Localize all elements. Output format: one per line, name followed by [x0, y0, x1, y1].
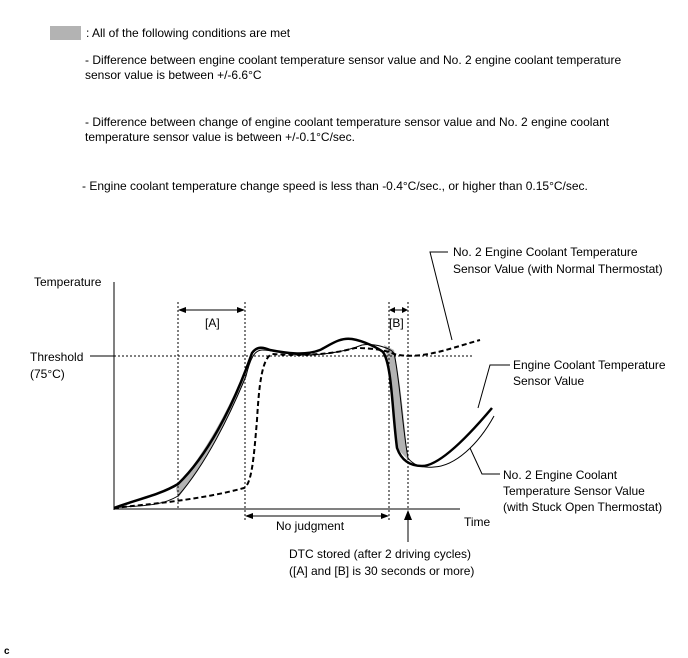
interval-a-arrow-right	[237, 307, 245, 313]
interval-b-arrow-left	[389, 307, 395, 313]
callout-ect-line-2: Sensor Value	[513, 374, 584, 388]
condition-1-line-1: - Difference between engine coolant temp…	[85, 53, 622, 67]
interval-b-label: [B]	[389, 316, 404, 330]
leader-ect	[477, 364, 510, 409]
callout-no2-stuck-line-3: (with Stuck Open Thermostat)	[503, 500, 662, 514]
interval-a-arrow-left	[178, 307, 186, 313]
interval-b-arrow-right	[402, 307, 408, 313]
callout-ect-line-1: Engine Coolant Temperature	[513, 358, 666, 372]
no-judgment-arrow-left	[245, 513, 253, 519]
condition-2-line-2: temperature sensor value is between +/-0…	[85, 130, 355, 144]
condition-1-line-2: sensor value is between +/-6.6°C	[85, 68, 262, 82]
callout-no2-stuck-line-1: No. 2 Engine Coolant	[503, 468, 618, 482]
dtc-stored-line-1: DTC stored (after 2 driving cycles)	[289, 547, 471, 561]
x-axis-label: Time	[464, 515, 491, 529]
leader-no2-normal	[429, 251, 453, 341]
callout-no2-normal-line-1: No. 2 Engine Coolant Temperature	[453, 245, 638, 259]
no-judgment-label: No judgment	[276, 519, 345, 533]
y-axis-label: Temperature	[34, 275, 102, 289]
legend-label: : All of the following conditions are me…	[86, 26, 291, 40]
threshold-label: Threshold	[30, 350, 83, 364]
dtc-stored-line-2: ([A] and [B] is 30 seconds or more)	[289, 564, 474, 578]
no-judgment-arrow-right	[381, 513, 389, 519]
callout-no2-stuck-line-2: Temperature Sensor Value	[503, 484, 645, 498]
leader-no2-stuck	[469, 447, 500, 475]
dtc-arrow-head	[404, 510, 412, 520]
condition-2-line-1: - Difference between change of engine co…	[85, 115, 610, 129]
shade-region-rise	[176, 352, 252, 498]
condition-3: - Engine coolant temperature change spee…	[82, 179, 588, 193]
callout-no2-normal-line-2: Sensor Value (with Normal Thermostat)	[453, 262, 663, 276]
legend-shade-swatch	[50, 26, 81, 40]
no2-normal-curve	[113, 339, 481, 509]
threshold-value: (75°C)	[30, 367, 65, 381]
interval-a-label: [A]	[205, 316, 220, 330]
ect-sensor-curve	[113, 337, 493, 510]
no2-stuck-open-curve	[113, 344, 495, 509]
figure-code: c	[4, 646, 10, 657]
